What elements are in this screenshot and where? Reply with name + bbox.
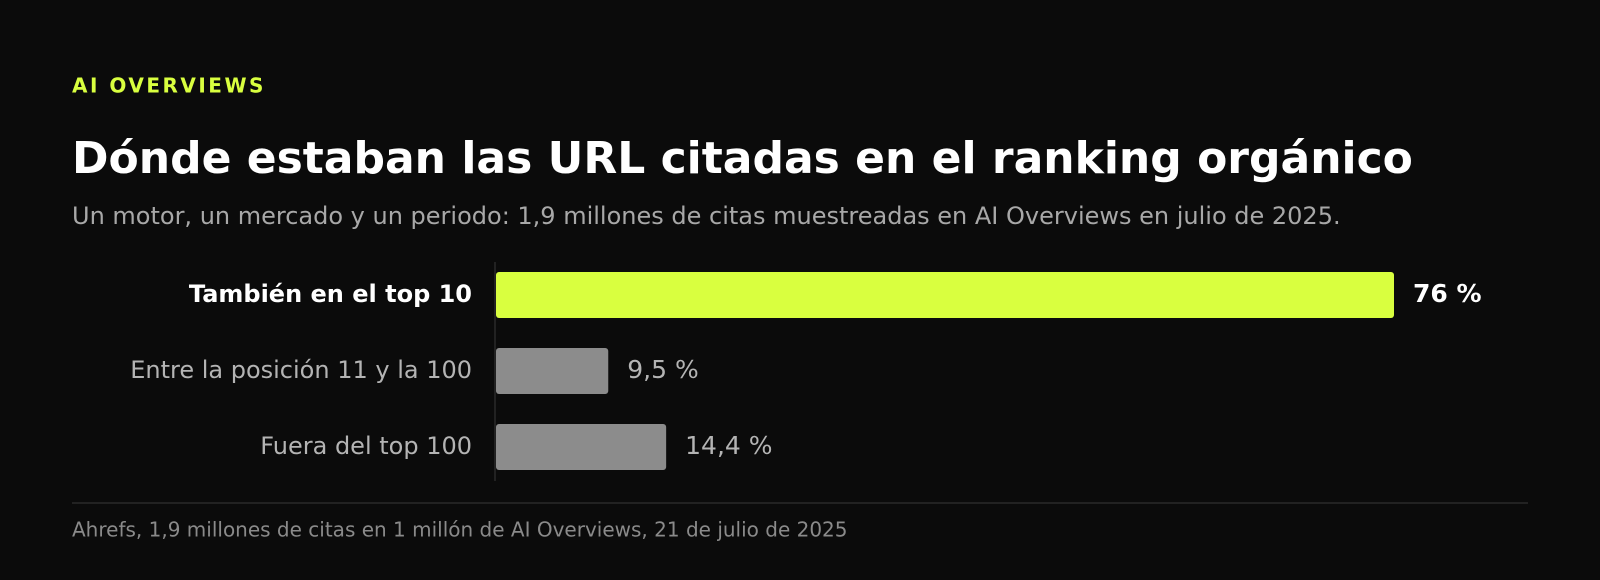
category-label: Fuera del top 100: [260, 432, 472, 460]
value-label: 9,5 %: [627, 355, 698, 384]
bar: [496, 348, 609, 394]
eyebrow: AI OVERVIEWS: [72, 74, 266, 98]
category-label: También en el top 10: [189, 280, 472, 308]
bar: [496, 272, 1394, 318]
category-label: Entre la posición 11 y la 100: [130, 356, 472, 384]
value-label: 14,4 %: [685, 431, 772, 460]
source-note: Ahrefs, 1,9 millones de citas en 1 milló…: [72, 518, 848, 542]
chart-subtitle: Un motor, un mercado y un periodo: 1,9 m…: [72, 202, 1341, 230]
bar: [496, 424, 667, 470]
chart-title: Dónde estaban las URL citadas en el rank…: [72, 133, 1413, 184]
value-label: 76 %: [1413, 279, 1482, 308]
